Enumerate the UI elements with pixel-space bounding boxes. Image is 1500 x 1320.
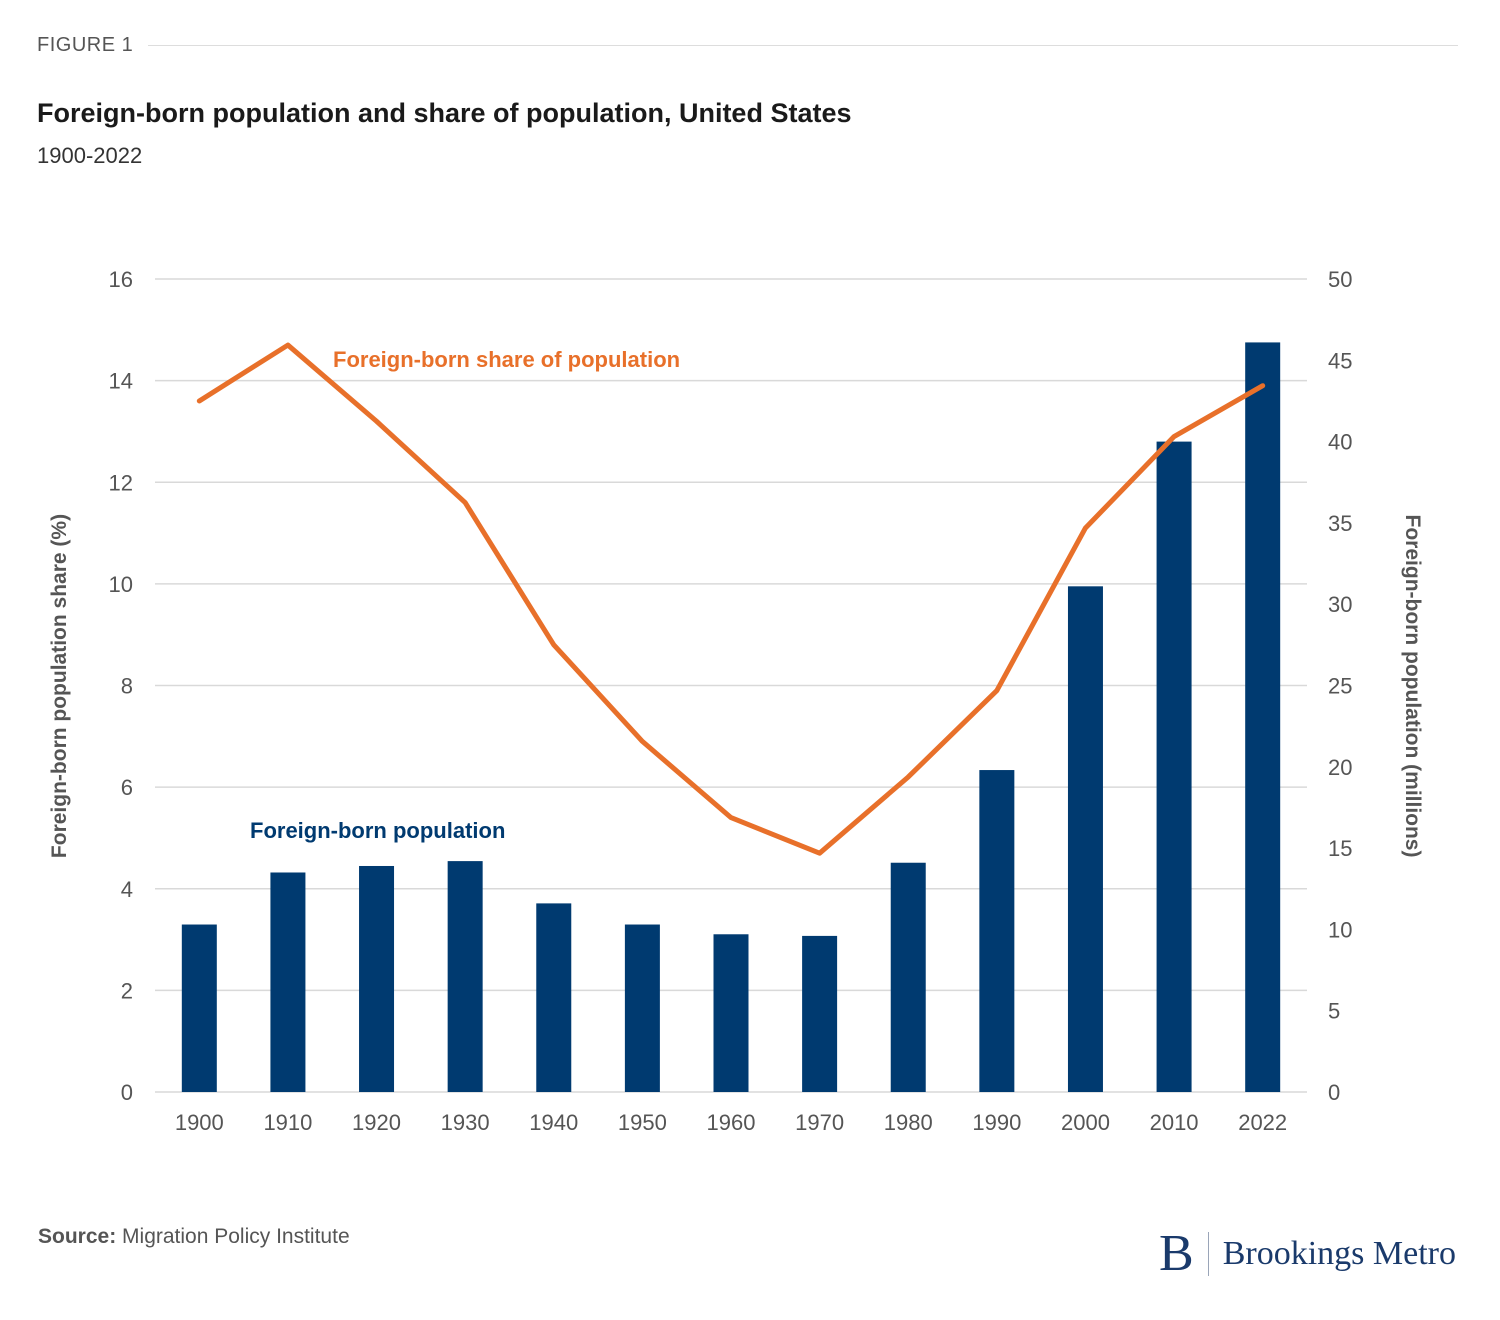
bar — [713, 934, 749, 1092]
header-rule — [148, 45, 1458, 46]
line-series-label: Foreign-born share of population — [333, 347, 680, 372]
bar — [624, 924, 660, 1092]
left-tick-label: 2 — [121, 978, 133, 1003]
chart-title: Foreign-born population and share of pop… — [37, 98, 852, 128]
x-tick-label: 1910 — [263, 1110, 312, 1135]
x-tick-label: 1930 — [441, 1110, 490, 1135]
right-tick-label: 0 — [1328, 1080, 1340, 1105]
left-tick-label: 4 — [121, 877, 133, 902]
right-tick-label: 30 — [1328, 592, 1352, 617]
right-tick-label: 20 — [1328, 755, 1352, 780]
right-tick-label: 50 — [1328, 267, 1352, 292]
bar — [1245, 342, 1281, 1092]
x-tick-label: 1960 — [707, 1110, 756, 1135]
right-tick-label: 40 — [1328, 430, 1352, 455]
brand-name: Brookings Metro — [1222, 1235, 1456, 1272]
x-tick-label: 2022 — [1238, 1110, 1287, 1135]
left-tick-label: 14 — [109, 369, 133, 394]
right-tick-label: 15 — [1328, 836, 1352, 861]
left-tick-label: 12 — [109, 470, 133, 495]
right-tick-label: 25 — [1328, 674, 1352, 699]
x-tick-label: 1940 — [529, 1110, 578, 1135]
bar-series — [181, 342, 1281, 1093]
right-tick-label: 5 — [1328, 999, 1340, 1024]
x-tick-label: 2010 — [1150, 1110, 1199, 1135]
x-tick-label: 2000 — [1061, 1110, 1110, 1135]
bar — [536, 903, 572, 1092]
left-axis-ticks: 0 2 4 6 8 10 12 14 16 — [109, 267, 133, 1105]
right-tick-label: 35 — [1328, 511, 1352, 536]
source-text: Migration Policy Institute — [122, 1225, 350, 1248]
left-tick-label: 16 — [109, 267, 133, 292]
bar — [1067, 586, 1103, 1092]
x-tick-label: 1990 — [972, 1110, 1021, 1135]
bar — [447, 861, 483, 1092]
bar — [890, 862, 926, 1092]
x-tick-label: 1970 — [795, 1110, 844, 1135]
left-tick-label: 0 — [121, 1080, 133, 1105]
right-axis-title: Foreign-born population (millions) — [1401, 515, 1424, 858]
left-tick-label: 10 — [109, 572, 133, 597]
brand-logo: B Brookings Metro — [1159, 1224, 1456, 1284]
bar — [979, 770, 1015, 1092]
right-tick-label: 45 — [1328, 348, 1352, 373]
x-tick-label: 1950 — [618, 1110, 667, 1135]
right-axis-ticks: 0 5 10 15 20 25 30 35 40 45 50 — [1328, 267, 1352, 1105]
source-note: Source: Migration Policy Institute — [38, 1225, 350, 1249]
brand-divider — [1207, 1232, 1209, 1276]
bar — [270, 872, 306, 1092]
x-tick-label: 1900 — [175, 1110, 224, 1135]
chart-subtitle: 1900-2022 — [37, 143, 143, 168]
line-series — [196, 342, 1266, 856]
left-tick-label: 8 — [121, 674, 133, 699]
brand-mark: B — [1159, 1225, 1194, 1282]
left-tick-label: 6 — [121, 775, 133, 800]
source-label: Source: — [38, 1225, 117, 1248]
bar — [1156, 441, 1192, 1093]
x-tick-label: 1980 — [884, 1110, 933, 1135]
bar — [359, 865, 395, 1092]
right-tick-label: 10 — [1328, 917, 1352, 942]
gridlines — [155, 278, 1307, 1093]
bar — [181, 924, 217, 1092]
x-tick-label: 1920 — [352, 1110, 401, 1135]
bar — [802, 935, 838, 1092]
figure-label: FIGURE 1 — [37, 34, 134, 56]
share-line — [196, 342, 1266, 856]
bar-series-label: Foreign-born population — [250, 818, 505, 843]
left-axis-title: Foreign-born population share (%) — [48, 514, 71, 858]
x-axis-ticks: 1900 1910 1920 1930 1940 1950 1960 1970 1980 1990… — [175, 1110, 1287, 1135]
